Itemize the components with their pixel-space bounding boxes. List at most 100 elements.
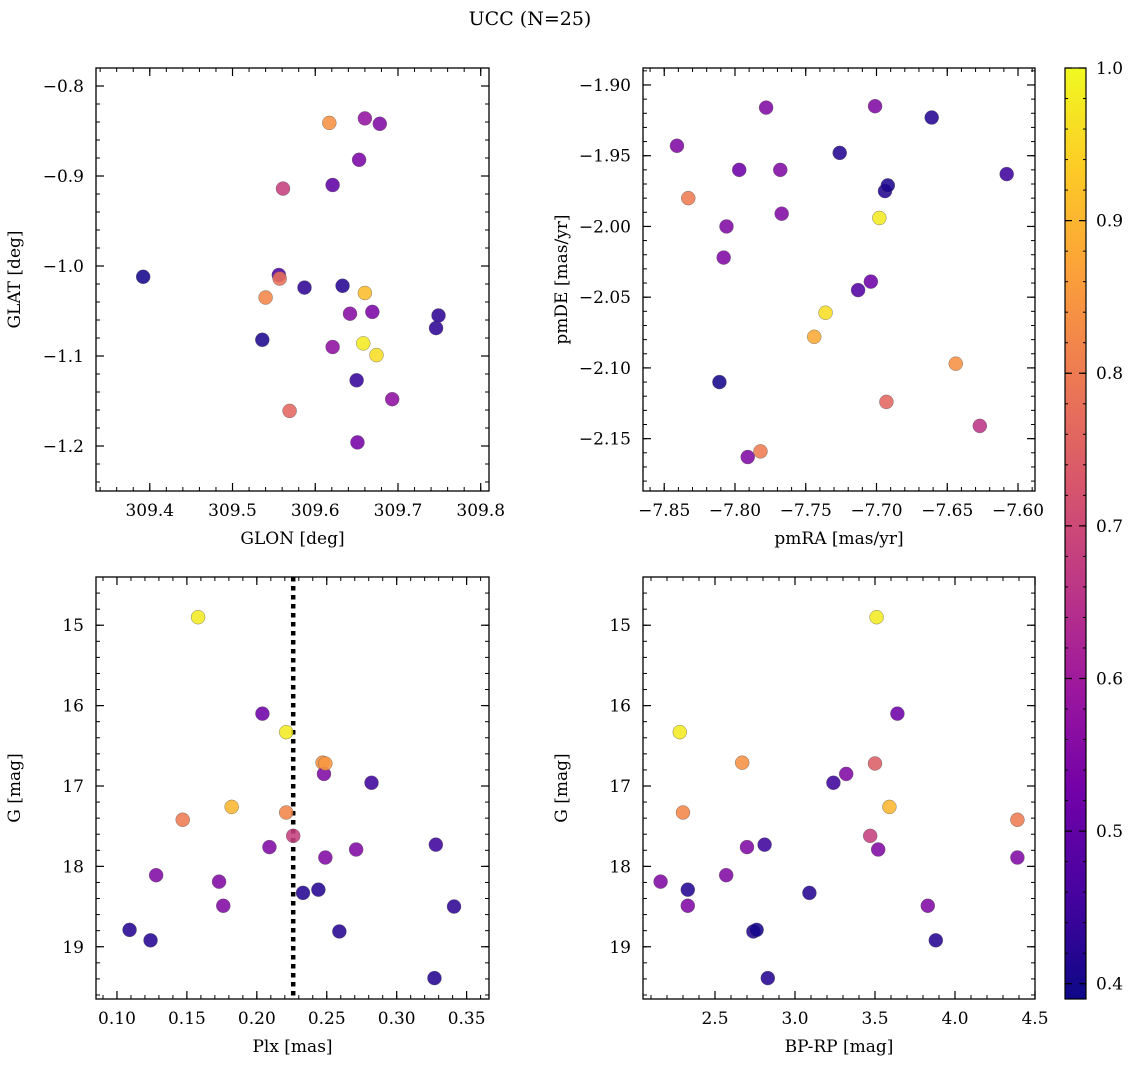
data-point — [807, 329, 822, 344]
data-point — [675, 805, 691, 820]
x-axis-label: pmRA [mas/yr] — [774, 529, 903, 549]
data-point — [740, 449, 755, 465]
y-tick-label: −0.9 — [43, 167, 84, 187]
y-tick-label: −1.2 — [43, 437, 84, 457]
figure-title: UCC (N=25) — [468, 8, 592, 30]
colorbar-tick-label: 0.6 — [1096, 669, 1123, 689]
data-point — [680, 882, 695, 897]
y-tick-label: 18 — [62, 857, 84, 877]
y-tick-label: 16 — [62, 697, 84, 717]
data-point — [719, 868, 734, 883]
data-point — [325, 177, 340, 193]
data-point — [850, 282, 866, 298]
data-point — [428, 837, 444, 852]
data-point — [869, 610, 884, 625]
x-tick-label: 0.35 — [448, 1009, 486, 1029]
data-point — [431, 308, 446, 323]
data-point — [255, 332, 270, 347]
data-point — [318, 756, 333, 771]
colorbar-tick-label: 0.4 — [1096, 975, 1123, 995]
data-point — [972, 418, 987, 434]
data-point — [318, 850, 333, 865]
data-point — [735, 755, 750, 770]
data-point — [342, 306, 358, 321]
y-tick-label: 17 — [62, 777, 84, 797]
data-point — [739, 839, 755, 855]
data-point — [135, 269, 151, 284]
data-point — [335, 278, 350, 293]
data-point — [802, 885, 817, 901]
data-point — [680, 898, 695, 913]
x-tick-label: −7.80 — [709, 501, 761, 521]
data-point — [712, 374, 727, 390]
data-point — [357, 111, 373, 126]
data-point — [143, 933, 158, 948]
data-point — [719, 219, 734, 234]
data-point — [880, 178, 895, 193]
data-point — [774, 206, 789, 221]
x-tick-label: 309.6 — [291, 501, 340, 521]
colorbar: 0.4 0.5 0.6 0.7 0.8 0.9 1.0 — [1064, 59, 1123, 1000]
x-tick-label: −7.60 — [992, 501, 1044, 521]
data-point — [732, 162, 747, 178]
data-point — [286, 828, 301, 844]
data-point — [350, 435, 365, 450]
axes-frame — [642, 576, 1036, 1000]
x-tick-label: −7.85 — [638, 501, 690, 521]
y-axis-label: GLAT [deg] — [5, 230, 25, 328]
data-point — [1010, 812, 1025, 827]
data-point — [364, 775, 379, 790]
y-tick-label: −1.0 — [43, 257, 84, 277]
x-tick-label: 2.5 — [701, 1009, 728, 1029]
data-point — [311, 882, 326, 897]
y-tick-label: −0.8 — [43, 77, 84, 97]
data-point — [322, 115, 337, 131]
data-point — [749, 922, 764, 938]
colorbar-gradient — [1064, 67, 1087, 1000]
y-tick-label: 15 — [609, 616, 631, 636]
x-tick-label: −7.65 — [921, 501, 973, 521]
data-point — [369, 347, 384, 363]
data-point — [653, 874, 668, 889]
data-point — [357, 285, 373, 301]
data-point — [999, 166, 1014, 182]
data-point — [325, 339, 340, 355]
x-tick-label: 3.0 — [781, 1009, 808, 1029]
data-point — [258, 290, 273, 305]
y-tick-label: −1.95 — [579, 147, 631, 167]
data-point — [211, 874, 227, 889]
data-point — [279, 724, 294, 740]
y-tick-label: −1.1 — [43, 347, 84, 367]
colorbar-tick-label: 0.7 — [1096, 517, 1123, 537]
data-point — [262, 839, 277, 855]
data-point — [948, 356, 963, 371]
data-point — [216, 898, 231, 913]
colorbar-tick-label: 0.9 — [1096, 212, 1123, 232]
data-point — [871, 842, 886, 857]
y-tick-label: 19 — [609, 938, 631, 958]
data-point — [282, 403, 297, 419]
x-tick-label: 4.5 — [1021, 1009, 1048, 1029]
data-point — [826, 775, 841, 790]
data-point — [669, 138, 685, 153]
x-axis-label: GLON [deg] — [240, 529, 344, 549]
data-point — [224, 799, 239, 815]
data-point — [427, 970, 442, 986]
data-point — [275, 181, 291, 196]
y-tick-label: −2.05 — [579, 288, 631, 308]
colorbar-tick-label: 0.8 — [1096, 364, 1123, 384]
data-point — [190, 610, 206, 625]
data-point — [924, 110, 939, 125]
y-tick-label: −2.00 — [579, 217, 631, 237]
data-point — [372, 116, 387, 131]
data-point — [882, 799, 897, 815]
x-tick-label: −7.70 — [850, 501, 902, 521]
axes-frame — [642, 67, 1036, 492]
data-point — [879, 394, 894, 410]
scatter-panel-1: 309.4 309.5 309.6 309.7 309.8 −0.8 −0.9 −1.0 −1.… — [5, 67, 505, 549]
x-tick-label: 309.8 — [456, 501, 505, 521]
data-point — [428, 320, 444, 336]
data-point — [175, 812, 190, 827]
y-tick-label: 16 — [609, 697, 631, 717]
